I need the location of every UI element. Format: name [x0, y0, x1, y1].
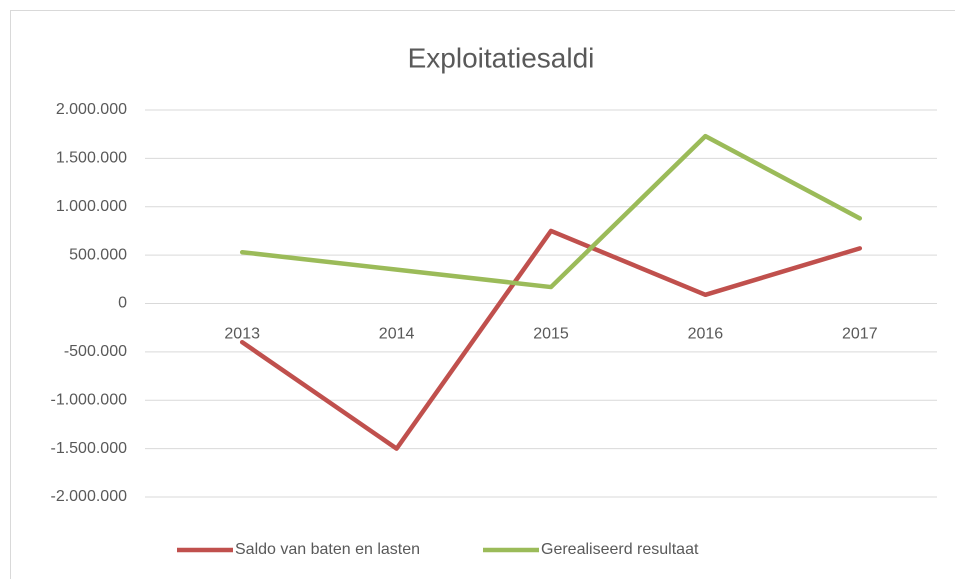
- chart-title: Exploitatiesaldi: [408, 42, 595, 73]
- series-line: [239, 228, 863, 451]
- y-tick-label: 500.000: [69, 246, 127, 263]
- x-tick-label: 2017: [842, 326, 878, 343]
- y-tick-label: -1.500.000: [50, 440, 127, 457]
- x-tick-label: 2013: [224, 326, 260, 343]
- series-line: [239, 133, 863, 290]
- y-tick-label: -2.000.000: [50, 488, 127, 505]
- y-tick-label: -1.000.000: [50, 391, 127, 408]
- x-tick-label: 2014: [379, 326, 415, 343]
- y-tick-label: 1.500.000: [56, 150, 127, 167]
- x-tick-label: 2016: [688, 326, 724, 343]
- x-tick-label: 2015: [533, 326, 569, 343]
- legend-entry: Gerealiseerd resultaat: [483, 541, 699, 558]
- y-tick-label: 1.000.000: [56, 198, 127, 215]
- y-tick-label: 2.000.000: [56, 101, 127, 118]
- y-tick-label: -500.000: [64, 343, 127, 360]
- legend-entry: Saldo van baten en lasten: [177, 541, 420, 558]
- y-tick-label: 0: [118, 295, 127, 312]
- chart-border: [10, 10, 955, 579]
- legend-label: Saldo van baten en lasten: [235, 541, 420, 558]
- legend-label: Gerealiseerd resultaat: [541, 541, 699, 558]
